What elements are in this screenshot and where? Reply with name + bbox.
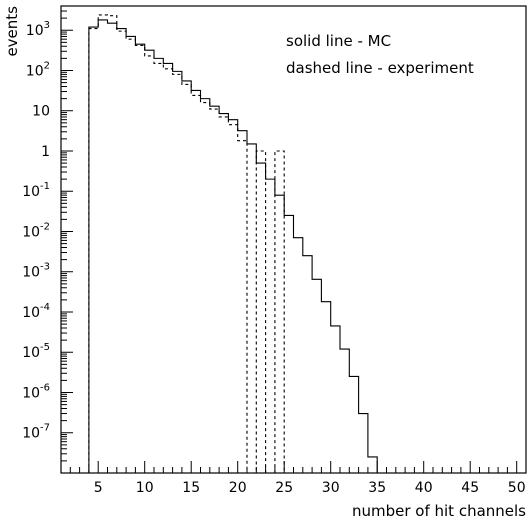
x-axis-ticks: 5 10 15 20 25 30 35 40 45 50 bbox=[60, 461, 527, 496]
x-tick-label: 50 bbox=[508, 480, 526, 496]
legend-experiment-label: dashed line - experiment bbox=[286, 59, 474, 77]
x-tick-label: 25 bbox=[275, 480, 293, 496]
mc-solid-histogram bbox=[88, 19, 378, 473]
y-tick-label: 1 bbox=[41, 144, 50, 160]
y-tick-label: 10-5 bbox=[22, 342, 50, 361]
y-tick-label: 10-6 bbox=[22, 382, 50, 401]
x-tick-label: 35 bbox=[368, 480, 386, 496]
x-tick-label: 5 bbox=[94, 480, 103, 496]
y-tick-label: 10-1 bbox=[22, 181, 50, 200]
x-tick-label: 15 bbox=[182, 480, 200, 496]
y-tick-label: 10-7 bbox=[22, 423, 50, 442]
legend-mc-label: solid line - MC bbox=[286, 32, 391, 50]
y-axis-label: events bbox=[3, 6, 21, 57]
y-tick-label: 10-2 bbox=[22, 221, 50, 240]
x-axis-label: number of hit channels bbox=[352, 502, 526, 520]
x-tick-label: 40 bbox=[415, 480, 433, 496]
experiment-dashed-histogram bbox=[88, 14, 285, 474]
x-tick-label: 45 bbox=[461, 480, 479, 496]
histogram-series bbox=[88, 14, 378, 474]
x-tick-label: 10 bbox=[136, 480, 154, 496]
y-tick-label: 103 bbox=[26, 20, 50, 39]
y-tick-label: 10-3 bbox=[22, 262, 50, 281]
y-tick-label: 10-4 bbox=[22, 302, 50, 321]
x-tick-label: 20 bbox=[229, 480, 247, 496]
x-tick-label: 30 bbox=[322, 480, 340, 496]
y-tick-label: 102 bbox=[26, 60, 50, 79]
y-tick-label: 10 bbox=[32, 104, 50, 120]
